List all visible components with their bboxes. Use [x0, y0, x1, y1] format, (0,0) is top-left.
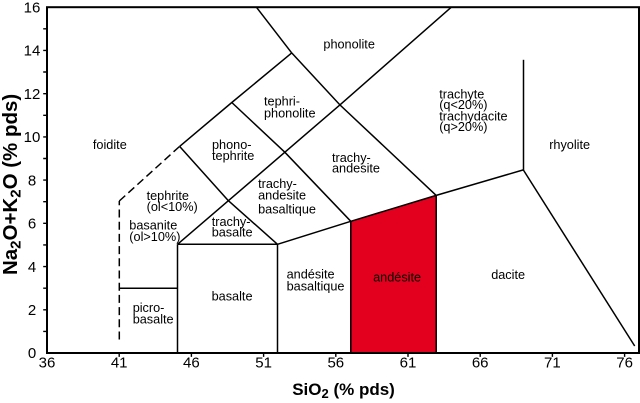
svg-text:(ol>10%): (ol>10%) [129, 230, 180, 244]
svg-text:basaltique: basaltique [287, 279, 345, 293]
svg-text:trachydacite: trachydacite [439, 110, 507, 124]
svg-text:tephrite: tephrite [212, 149, 254, 163]
svg-text:basalte: basalte [212, 289, 253, 303]
svg-text:trachyte: trachyte [439, 87, 484, 101]
svg-text:SiO2 (% pds): SiO2 (% pds) [292, 380, 395, 401]
svg-text:12: 12 [24, 86, 41, 103]
svg-text:andésite: andésite [287, 267, 335, 281]
svg-text:rhyolite: rhyolite [549, 138, 590, 152]
svg-text:andésite: andésite [373, 270, 421, 284]
svg-text:(ol<10%): (ol<10%) [147, 200, 198, 214]
svg-text:basaltique: basaltique [258, 203, 316, 217]
svg-text:51: 51 [255, 355, 272, 372]
svg-text:foidite: foidite [93, 138, 127, 152]
svg-text:basalte: basalte [133, 313, 174, 327]
svg-text:trachy-: trachy- [258, 177, 297, 191]
svg-text:6: 6 [28, 216, 36, 233]
svg-text:picro-: picro- [133, 301, 165, 315]
svg-text:basanite: basanite [129, 219, 177, 233]
svg-text:8: 8 [28, 172, 36, 189]
svg-text:andesite: andesite [332, 161, 380, 175]
svg-text:76: 76 [616, 355, 633, 372]
svg-text:71: 71 [544, 355, 561, 372]
svg-text:tephrite: tephrite [147, 189, 189, 203]
svg-text:dacite: dacite [491, 268, 525, 282]
svg-text:tephri-: tephri- [264, 95, 300, 109]
svg-text:66: 66 [472, 355, 489, 372]
svg-text:4: 4 [28, 259, 36, 276]
svg-text:phono-: phono- [212, 138, 252, 152]
svg-text:36: 36 [39, 355, 56, 372]
svg-text:46: 46 [183, 355, 200, 372]
svg-text:basalte: basalte [212, 226, 253, 240]
svg-text:phonolite: phonolite [323, 37, 375, 51]
svg-text:phonolite: phonolite [264, 106, 316, 120]
svg-text:0: 0 [28, 345, 36, 362]
svg-text:10: 10 [24, 129, 41, 146]
svg-text:2: 2 [28, 302, 36, 319]
svg-text:14: 14 [24, 43, 41, 60]
svg-text:56: 56 [327, 355, 344, 372]
svg-text:andesite: andesite [258, 189, 306, 203]
svg-text:61: 61 [400, 355, 417, 372]
svg-text:16: 16 [24, 0, 41, 16]
svg-text:trachy-: trachy- [332, 151, 371, 165]
svg-text:41: 41 [111, 355, 128, 372]
svg-text:trachy-: trachy- [212, 215, 251, 229]
svg-text:(q>20%): (q>20%) [439, 120, 487, 134]
svg-text:(q<20%): (q<20%) [439, 98, 487, 112]
svg-text:Na2O+K2O (% pds): Na2O+K2O (% pds) [0, 94, 24, 275]
